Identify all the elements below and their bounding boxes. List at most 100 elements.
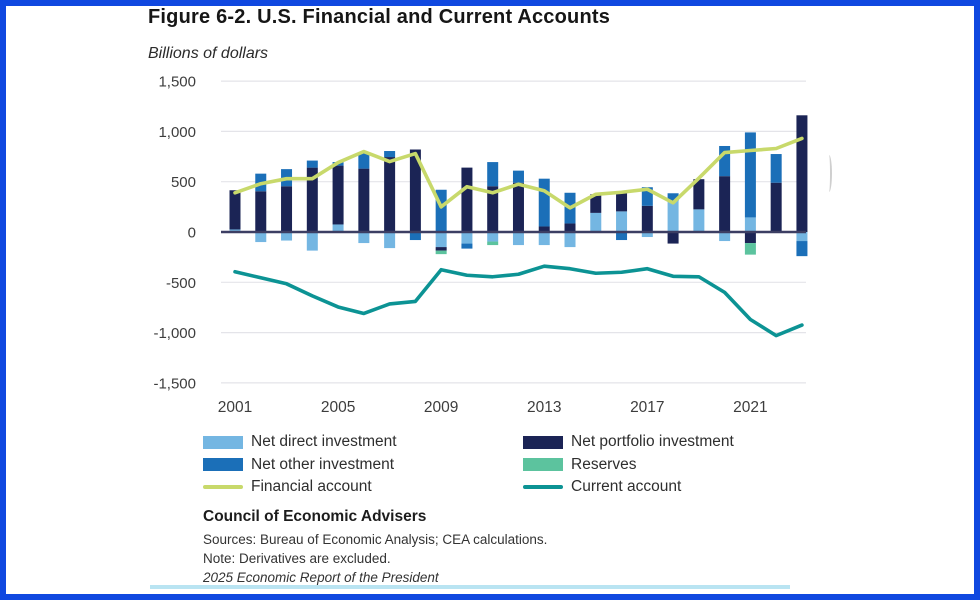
bar-segment [512,232,524,246]
y-tick-label: 1,500 [158,74,196,91]
bar-segment [564,232,576,248]
bar-segment [435,232,447,248]
legend-label: Net other investment [251,455,395,473]
bar-segment [229,229,241,232]
bar-segment [719,176,731,232]
bar-segment [255,191,267,232]
bar-segment [487,241,499,246]
bar-segment [538,226,550,232]
scan-artifact-mark [826,155,832,192]
y-tick-label: 500 [171,174,196,191]
bottom-divider-strip [150,585,790,589]
bar-segment [564,223,576,232]
bar-segment [770,182,782,232]
legend-label: Reserves [571,455,637,473]
bar-segment [384,151,396,158]
y-tick-label: 1,000 [158,124,196,141]
bar-segment [538,178,550,227]
bar-segment [281,232,293,241]
y-tick-label: -500 [166,275,196,292]
bar-segment [461,243,473,249]
footer-note: Note: Derivatives are excluded. [203,551,391,566]
y-tick-label: -1,500 [153,375,196,392]
bar-segment [667,200,679,232]
bar-segment [667,193,679,201]
bar-segment [461,167,473,232]
x-tick-label: 2017 [630,399,664,416]
bar-segment [332,224,344,232]
legend-item-financial-account: Financial account [203,478,523,496]
bar-segment [616,211,628,232]
bar-segment [409,232,421,241]
bar-segment [332,165,344,225]
figure-title: Figure 6-2. U.S. Financial and Current A… [148,6,611,28]
bar-segment [487,162,499,187]
bar-segment [693,209,705,232]
bar-segment [306,160,318,168]
legend-item-net-other-investment: Net other investment [203,456,523,474]
legend-label: Current account [571,478,682,496]
bar-segment [641,232,653,238]
legend-color-swatch [523,435,563,449]
x-tick-label: 2021 [733,399,767,416]
legend-color-swatch [523,458,563,472]
bar-segment [796,115,808,232]
legend-color-swatch [203,458,243,472]
bar-segment [512,182,524,232]
bar-segment [796,232,808,242]
bar-segment [770,154,782,183]
footer-sources: Sources: Bureau of Economic Analysis; CE… [203,532,548,547]
bar-segment [616,192,628,212]
bar-segment [744,243,756,255]
bar-segment [384,157,396,232]
bar-segment [409,149,421,232]
bar-segment [358,153,370,169]
bar-segment [744,217,756,232]
bar-segment [384,232,396,249]
legend-line-swatch [203,485,243,490]
bar-segment [487,186,499,232]
footer-report-title: 2025 Economic Report of the President [203,570,439,585]
legend-item-current-account: Current account [523,478,734,496]
x-tick-label: 2009 [424,399,458,416]
bar-segment [435,250,447,255]
legend-item-net-direct-investment: Net direct investment [203,433,523,451]
bar-segment [719,145,731,177]
financial-account-line [233,136,804,210]
legend-label: Net direct investment [251,433,397,451]
bar-segment [358,168,370,232]
bar-segment [512,170,524,183]
bar-segment [667,232,679,244]
bar-segment [744,232,756,244]
legend-label: Net portfolio investment [571,433,734,451]
bar-segment [435,247,447,251]
bar-segment [255,232,267,243]
footer-org: Council of Economic Advisers [203,508,427,525]
bar-segment [796,241,808,257]
y-tick-label: 0 [188,225,196,242]
chart-legend: Net direct investment Net portfolio inves… [203,431,734,499]
legend-label: Financial account [251,478,372,496]
bar-segment [306,232,318,251]
bar-segment [229,190,241,230]
bar-segment [538,232,550,246]
legend-line-swatch [523,485,563,490]
figure-footer: Council of Economic Advisers Sources: Bu… [203,508,547,585]
bar-segment [281,186,293,232]
bar-segment [693,179,705,210]
bar-segment [435,189,447,232]
bar-segment [641,205,653,232]
bar-segment [487,232,499,242]
legend-color-swatch [203,435,243,449]
y-tick-label: -1,000 [153,325,196,342]
x-tick-label: 2013 [527,399,561,416]
x-tick-label: 2001 [218,399,252,416]
x-tick-label: 2005 [321,399,355,416]
bar-segment [590,212,602,232]
current-account-line [233,264,804,338]
axis-units-label: Billions of dollars [148,45,269,62]
bar-segment [744,132,756,218]
bar-segment [590,194,602,213]
